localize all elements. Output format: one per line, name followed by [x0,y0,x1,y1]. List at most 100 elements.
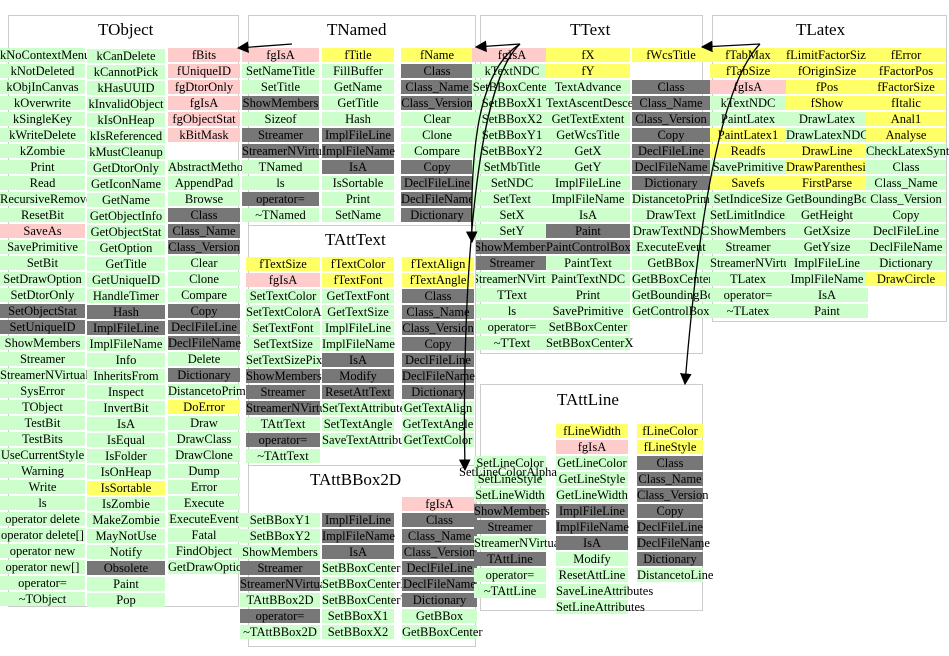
member-cell: Streamer [0,352,85,366]
member-cell: ImplFileLine [322,321,394,335]
member-cell: SetY [472,224,552,238]
member-cell: DeclFileLine [632,144,710,158]
member-cell: kNoContextMenu [0,48,91,62]
member-cell: FirstParse [786,176,868,190]
member-cell: fTabSize [710,64,786,78]
member-cell: Copy [168,304,240,318]
member-cell: DeclFileLine [168,320,240,334]
member-cell: DeclFileName [401,192,474,206]
member-cell: Modify [322,369,394,383]
member-cell: Copy [402,337,474,351]
member-cell: Class [168,208,240,222]
member-cell: TNamed [242,160,319,174]
member-cell: SetBBoxCenter [322,561,401,575]
member-cell: SetLimitIndiceSize [710,208,807,222]
member-cell: Clone [401,128,473,142]
member-cell [168,144,240,158]
member-cell: PaintLatex [710,112,786,126]
class-title: TLatex [796,20,846,39]
member-cell: StreamerNVirtual [0,368,89,382]
member-cell: TText [472,288,552,302]
member-cell: IsFolder [87,449,165,463]
member-cell: GetTextAngle [402,417,474,431]
member-cell: IsOnHeap [87,465,165,479]
member-cell: GetBBox [632,256,710,270]
member-cell: ImplFileName [322,529,395,543]
member-cell: Class_Version [401,96,473,110]
member-cell: ImplFileLine [322,513,394,527]
member-cell: kMustCleanup [87,145,165,159]
member-cell: ResetBit [0,208,85,222]
member-cell: Class_Name [401,80,473,94]
member-cell: ImplFileLine [322,128,394,142]
member-cell: SetBBoxCenter [472,80,552,94]
member-cell: ExecuteEvent [632,240,710,254]
member-cell: SetTextFont [246,321,320,335]
member-cell: operator= [0,576,85,590]
member-cell: IsA [546,208,630,222]
member-cell: Savefs [710,176,786,190]
member-cell: ImplFileLine [786,256,868,270]
member-cell: DeclFileName [637,536,710,550]
member-cell: Obsolete [87,561,165,575]
member-cell: fgDtorOnly [168,80,240,94]
member-cell: Compare [401,144,473,158]
member-cell: Dump [168,464,240,478]
member-cell: GetTextAlign [402,401,474,415]
member-cell: InvertBit [87,401,165,415]
member-cell: fX [546,48,630,62]
member-cell: Class_Version [168,240,240,254]
member-cell: operator= [242,192,319,206]
member-cell: SavePrimitive [710,160,786,174]
member-cell: Anal1 [866,112,946,126]
member-cell: fName [401,48,473,62]
member-cell: SetBBoxCenterY [322,593,410,607]
member-cell: TAttText [246,417,320,431]
member-cell: HandleTimer [87,289,165,303]
member-cell: fgIsA [168,96,240,110]
member-cell: kCannotPick [87,65,165,79]
member-cell: ~TLatex [710,304,786,318]
member-cell: Class [637,456,703,470]
member-cell: DrawCircle [866,272,946,286]
member-cell: fgIsA [472,48,552,62]
member-cell: Class_Version [866,192,946,206]
member-cell: operator delete [0,512,85,526]
member-cell: Pop [87,593,165,607]
member-cell: SetBBoxY2 [240,529,320,543]
member-cell: ImplFileName [87,337,165,351]
member-cell: DeclFileLine [866,224,946,238]
member-cell: Paint [786,304,868,318]
member-cell: SetBBoxX2 [322,625,394,639]
member-cell: Class_Name [866,176,946,190]
member-cell: ~TAttText [246,449,320,463]
member-cell: fgObjectStat [168,112,240,126]
member-cell: IsA [322,160,394,174]
member-cell: TObject [0,400,85,414]
member-cell: InheritsFrom [87,369,165,383]
member-cell: GetUniqueID [87,273,165,287]
member-cell [632,64,710,78]
member-cell: fBits [168,48,240,62]
member-cell: SetUniqueID [0,320,85,334]
member-cell: GetXsize [786,224,868,238]
member-cell: SetTextColorAlpha [246,305,344,319]
member-cell: ShowMembers [246,369,322,383]
member-cell: DeclFileName [866,240,946,254]
member-cell: DistancetoPrimitive [168,384,268,398]
member-cell: Class_Name [168,224,240,238]
member-cell: Class_Name [632,96,710,110]
member-cell: Paint [87,577,165,591]
member-cell: fgIsA [556,440,628,454]
member-cell: ShowMembers [474,504,550,518]
member-cell: fgIsA [246,273,320,287]
member-cell: ImplFileName [322,337,395,351]
member-cell: DrawLatexNDC [786,128,869,142]
member-cell: SetBBoxY1 [240,513,320,527]
member-cell: SetDtorOnly [0,288,85,302]
member-cell: Dictionary [637,552,703,566]
member-cell: IsEqual [87,433,165,447]
member-cell: TestBits [0,432,85,446]
member-cell: TLatex [710,272,786,286]
member-cell: Readfs [710,144,786,158]
